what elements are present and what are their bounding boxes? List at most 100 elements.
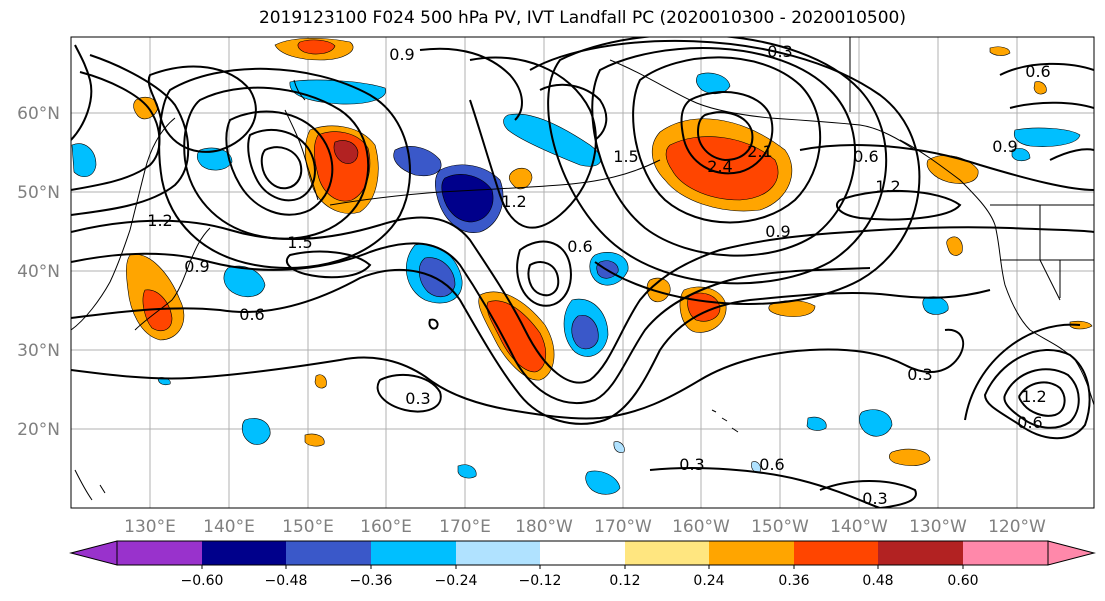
colorbar-tick-label: −0.48 xyxy=(265,573,308,589)
lon-label: 150°E xyxy=(282,517,334,537)
colorbar-segment xyxy=(709,541,794,565)
pv-contours xyxy=(71,37,1094,508)
contour-label: 0.6 xyxy=(1017,413,1042,432)
map-panel xyxy=(70,36,1095,509)
coastlines xyxy=(71,37,1094,501)
negative-anomaly xyxy=(393,146,442,177)
lon-label: 150°W xyxy=(751,517,809,537)
contour-label: 1.2 xyxy=(1021,387,1046,406)
negative-anomaly xyxy=(585,470,621,495)
colorbar-segment xyxy=(794,541,878,565)
map-frame xyxy=(70,36,1095,509)
colorbar-tick-label: 0.36 xyxy=(778,573,809,589)
positive-anomaly xyxy=(314,374,327,389)
negative-anomaly xyxy=(613,441,625,453)
contour-label: 1.5 xyxy=(613,147,638,166)
lon-label: 140°E xyxy=(203,517,255,537)
coastline-aleutians xyxy=(329,159,661,206)
coastline-north-america xyxy=(899,139,1094,406)
ivt-anomaly-fills xyxy=(71,38,1093,495)
coastline-japan xyxy=(134,227,211,331)
colorbar-segment xyxy=(625,541,709,565)
colorbar-tick-labels: −0.60 −0.48 −0.36 −0.24 −0.12 0.12 0.24 … xyxy=(181,573,979,589)
lon-label: 130°E xyxy=(124,517,176,537)
contour-label: 0.3 xyxy=(679,455,704,474)
latitude-labels: 60°N 50°N 40°N 30°N 20°N xyxy=(17,104,60,440)
colorbar-tick-label: 0.12 xyxy=(609,573,640,589)
coastline-kamchatka xyxy=(284,79,319,201)
lon-label: 160°W xyxy=(672,517,730,537)
positive-anomaly xyxy=(665,136,779,201)
coastline-philippines xyxy=(74,469,106,501)
colorbar-segment xyxy=(540,541,625,565)
lat-label: 60°N xyxy=(17,104,60,124)
contour-label: 0.6 xyxy=(759,455,784,474)
positive-anomaly xyxy=(304,433,325,447)
lon-label: 120°W xyxy=(988,517,1046,537)
negative-anomaly xyxy=(922,296,949,315)
colorbar-segment xyxy=(878,541,963,565)
contour-label: 0.3 xyxy=(767,42,792,61)
positive-anomaly xyxy=(297,39,336,55)
colorbar-extend-low xyxy=(69,540,118,566)
colorbar-segment xyxy=(117,541,202,565)
lat-label: 30°N xyxy=(17,341,60,361)
negative-anomaly xyxy=(806,416,827,431)
positive-anomaly xyxy=(508,167,533,190)
lat-label: 20°N xyxy=(17,420,60,440)
colorbar-tickmarks xyxy=(201,565,964,569)
contour-label: 0.3 xyxy=(907,365,932,384)
negative-anomaly xyxy=(241,418,271,445)
negative-anomaly xyxy=(696,72,731,95)
colorbar-extend-high xyxy=(1047,540,1096,566)
contour-label: 0.9 xyxy=(765,222,790,241)
colorbar-segment xyxy=(963,541,1048,565)
contour-label: 0.6 xyxy=(853,147,878,166)
coastline-alaska xyxy=(609,59,916,151)
colorbar-frame xyxy=(116,540,1049,566)
colorbar: −0.60 −0.48 −0.36 −0.24 −0.12 0.12 0.24 … xyxy=(69,540,1096,589)
negative-anomaly xyxy=(1013,127,1081,147)
contour-label: 0.9 xyxy=(992,137,1017,156)
positive-anomaly xyxy=(486,300,547,373)
map-title: 2019123100 F024 500 hPa PV, IVT Landfall… xyxy=(258,8,906,28)
colorbar-tick-label: −0.12 xyxy=(519,573,562,589)
positive-anomaly xyxy=(333,140,359,164)
coastline-hawaii xyxy=(711,409,739,433)
positive-anomaly xyxy=(889,448,931,466)
contour-label: 1.2 xyxy=(147,211,172,230)
contour-label: 0.3 xyxy=(405,389,430,408)
colorbar-segment xyxy=(202,541,286,565)
positive-anomaly xyxy=(1033,81,1047,95)
negative-anomaly xyxy=(571,314,599,350)
contour-label: 0.6 xyxy=(1025,62,1050,81)
colorbar-tick-label: 0.60 xyxy=(947,573,978,589)
contour-label: 0.9 xyxy=(184,257,209,276)
colorbar-segment xyxy=(456,541,540,565)
coastline-asia xyxy=(71,117,176,331)
colorbar-segment xyxy=(371,541,456,565)
contour-label: 2.4 xyxy=(707,157,732,176)
colorbar-segment xyxy=(286,541,371,565)
colorbar-tick-label: −0.36 xyxy=(350,573,393,589)
contour-labels: 0.9 0.3 0.6 1.2 1.5 2.1 2.4 0.9 0.6 0.3 … xyxy=(147,42,1050,508)
lon-label: 160°E xyxy=(360,517,412,537)
lon-label: 170°E xyxy=(439,517,491,537)
contour-label: 0.6 xyxy=(567,237,592,256)
colorbar-tick-label: −0.24 xyxy=(435,573,478,589)
contour-label: 0.6 xyxy=(239,305,264,324)
negative-anomaly xyxy=(457,464,477,479)
contour-label: 2.1 xyxy=(747,142,772,161)
map-background xyxy=(71,37,1094,508)
positive-anomaly xyxy=(989,46,1011,56)
contour-label: 1.2 xyxy=(501,192,526,211)
negative-anomaly xyxy=(71,143,97,178)
colorbar-tick-label: 0.48 xyxy=(862,573,893,589)
positive-anomaly xyxy=(1069,320,1093,330)
negative-anomaly xyxy=(1011,148,1031,162)
contour-label: 0.3 xyxy=(862,489,887,508)
negative-anomaly xyxy=(859,409,893,437)
state-borders xyxy=(1000,205,1094,301)
negative-anomaly xyxy=(419,257,456,298)
